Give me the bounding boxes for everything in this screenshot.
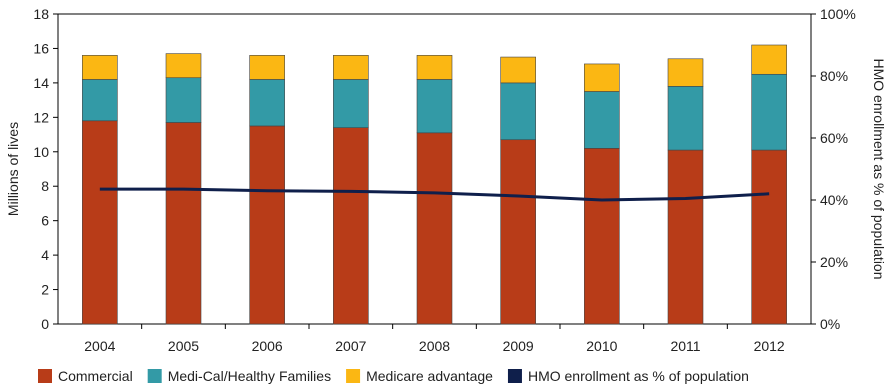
legend-label-medi-cal-healthy-families: Medi-Cal/Healthy Families [168, 368, 331, 384]
bar-medi-cal-healthy-families-2008 [416, 79, 453, 134]
legend-swatch-commercial [38, 369, 52, 383]
y-tick-label-8: 8 [41, 178, 49, 194]
bar-medi-cal-healthy-families-2005 [165, 77, 202, 123]
y2-tick-label-60: 60% [820, 130, 848, 146]
bar-medi-cal-healthy-families-2007 [333, 79, 369, 128]
legend-label-commercial: Commercial [58, 368, 133, 384]
bar-commercial-2005 [165, 122, 202, 325]
bar-commercial-2012 [751, 149, 787, 325]
bar-medi-cal-healthy-families-2012 [751, 73, 787, 151]
legend-swatch-medi-cal-healthy-families [147, 369, 162, 383]
bar-commercial-2011 [667, 149, 704, 325]
bar-medicare-advantage-2007 [333, 55, 369, 80]
legend-label-medicare-advantage: Medicare advantage [366, 368, 493, 384]
y-tick-label-4: 4 [41, 247, 49, 263]
bar-commercial-2007 [333, 127, 369, 325]
x-tick-label-2008: 2008 [419, 338, 450, 354]
hmo-line-series [99, 187, 770, 202]
y2-tick-label-80: 80% [820, 68, 848, 84]
bar-medi-cal-healthy-families-2004 [82, 79, 118, 122]
bar-medicare-advantage-2012 [751, 44, 787, 75]
y-tick-label-18: 18 [33, 6, 49, 22]
bar-medicare-advantage-2011 [667, 58, 704, 87]
bar-medi-cal-healthy-families-2006 [249, 79, 285, 127]
bar-commercial-2004 [82, 120, 118, 325]
x-tick-label-2005: 2005 [168, 338, 199, 354]
bar-commercial-2010 [584, 148, 620, 325]
legend: Commercial Medi-Cal/Healthy Families Medic… [38, 368, 749, 384]
x-tick-label-2004: 2004 [84, 338, 115, 354]
y-tick-label-16: 16 [33, 40, 49, 56]
bar-medicare-advantage-2006 [249, 55, 285, 80]
bar-commercial-2008 [416, 132, 453, 325]
x-tick-label-2009: 2009 [503, 338, 534, 354]
y-tick-label-6: 6 [41, 213, 49, 229]
y-axis-title: Millions of lives [5, 122, 21, 216]
hmo-line [99, 187, 770, 202]
bar-medicare-advantage-2004 [82, 55, 118, 80]
x-tick-label-2006: 2006 [252, 338, 283, 354]
y2-tick-label-100: 100% [820, 6, 856, 22]
bar-medi-cal-healthy-families-2010 [584, 91, 620, 149]
y-tick-label-14: 14 [33, 75, 49, 91]
legend-swatch-medicare-advantage [346, 369, 361, 383]
x-tick-label-2007: 2007 [335, 338, 366, 354]
y2-tick-label-40: 40% [820, 192, 848, 208]
y-tick-label-12: 12 [33, 109, 49, 125]
y-tick-label-0: 0 [41, 316, 49, 332]
y2-tick-label-0: 0% [820, 316, 840, 332]
bar-commercial-2009 [500, 139, 536, 325]
bars [82, 44, 787, 325]
x-tick-label-2011: 2011 [670, 338, 700, 354]
right-y-axis-title: HMO enrollment as % of population [871, 59, 886, 280]
legend-label-hmo-enrollment-as-of-population: HMO enrollment as % of population [528, 368, 749, 384]
x-tick-label-2012: 2012 [754, 338, 785, 354]
y-tick-label-10: 10 [33, 144, 49, 160]
bar-medicare-advantage-2009 [500, 56, 536, 84]
bar-commercial-2006 [249, 125, 285, 325]
bar-medi-cal-healthy-families-2011 [667, 86, 704, 151]
bar-medicare-advantage-2005 [165, 53, 202, 79]
bar-medi-cal-healthy-families-2009 [500, 82, 536, 141]
x-tick-label-2010: 2010 [586, 338, 617, 354]
y-tick-label-2: 2 [41, 282, 49, 298]
bar-medicare-advantage-2008 [416, 55, 453, 80]
legend-swatch-hmo-enrollment-as-of-population [507, 369, 522, 383]
y2-tick-label-20: 20% [820, 254, 848, 270]
ticks: 0 2 4 6 8 10 12 14 16 18 0% 20% 40% 60% 80% 100% 2004 200… [33, 6, 855, 354]
bar-medicare-advantage-2010 [584, 63, 620, 92]
